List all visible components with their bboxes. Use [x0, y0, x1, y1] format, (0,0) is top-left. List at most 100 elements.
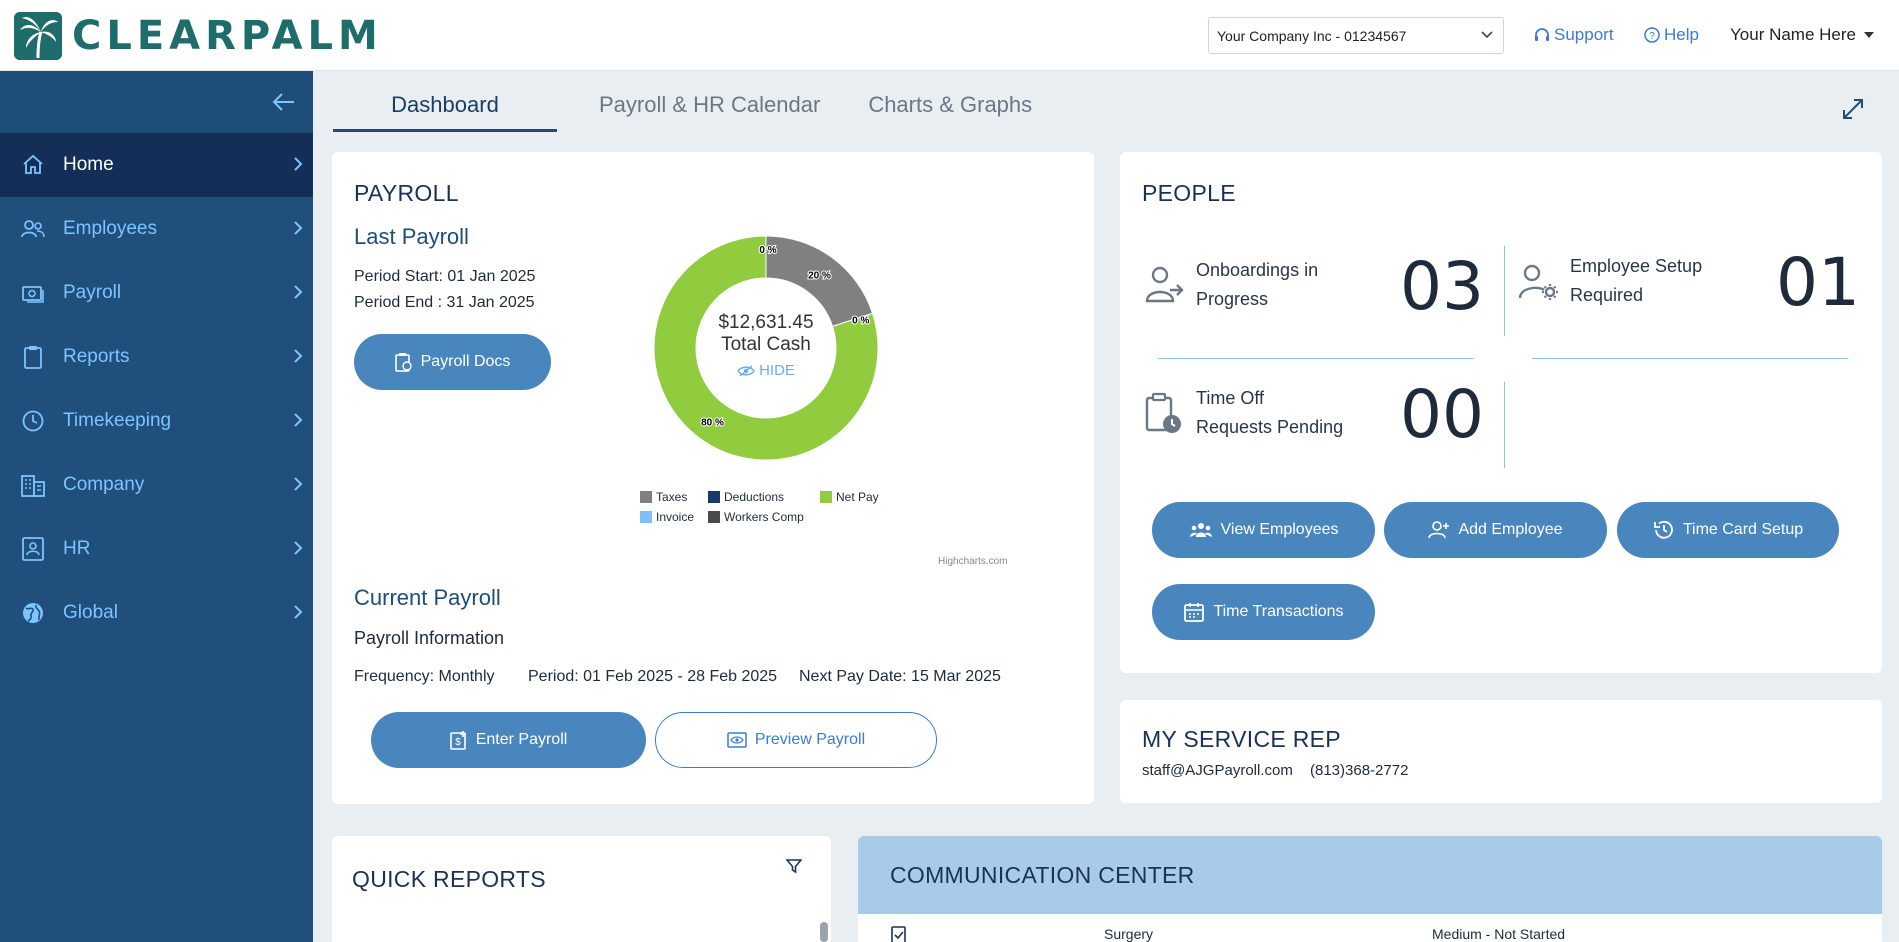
preview-payroll-label: Preview Payroll	[754, 731, 866, 748]
scrollbar-thumb[interactable]	[820, 922, 828, 942]
next-pay-date: Next Pay Date: 15 Mar 2025	[799, 668, 1001, 685]
expand-icon[interactable]	[1840, 96, 1866, 122]
hide-label: HIDE	[759, 362, 795, 379]
sidebar-top	[0, 71, 313, 133]
enter-payroll-button[interactable]: $ Enter Payroll	[371, 712, 646, 768]
sidebar-item-reports[interactable]: Reports	[0, 325, 313, 389]
onboardings-count[interactable]: 03	[1400, 248, 1484, 325]
chevron-right-icon	[294, 541, 303, 555]
time-off-count[interactable]: 00	[1400, 376, 1484, 453]
legend-deductions[interactable]: Deductions	[708, 490, 784, 504]
support-link[interactable]: Support	[1534, 25, 1614, 45]
time-off-label-line1: Time Off	[1196, 388, 1265, 408]
sidebar-item-label: Timekeeping	[63, 410, 172, 431]
legend-label: Taxes	[656, 490, 688, 504]
clock-icon	[20, 408, 46, 434]
preview-eye-icon	[727, 732, 747, 748]
view-employees-button[interactable]: View Employees	[1152, 502, 1375, 558]
time-off-label: Time Off Requests Pending	[1196, 384, 1343, 442]
support-label: Support	[1554, 25, 1614, 44]
sidebar-item-employees[interactable]: Employees	[0, 197, 313, 261]
people-group-icon	[1189, 523, 1212, 537]
chevron-down-icon	[1481, 31, 1493, 39]
employee-setup-label: Employee Setup Required	[1570, 252, 1702, 310]
service-rep-phone[interactable]: (813)368-2772	[1310, 762, 1409, 779]
payroll-docs-label: Payroll Docs	[420, 353, 511, 370]
svg-text:?: ?	[1649, 31, 1655, 42]
payroll-card: PAYROLL Last Payroll Period Start: 01 Ja…	[332, 152, 1094, 804]
hide-toggle[interactable]: HIDE	[698, 362, 834, 379]
caret-down-icon	[1864, 32, 1874, 38]
sidebar-item-label: Global	[63, 602, 118, 623]
period-start: Period Start: 01 Jan 2025	[354, 268, 536, 285]
last-payroll-heading: Last Payroll	[354, 224, 469, 249]
service-rep-title: MY SERVICE REP	[1142, 726, 1341, 752]
clearpalm-logo[interactable]: CLEARPALM	[14, 12, 383, 60]
legend-label: Net Pay	[836, 490, 879, 504]
total-cash-amount: $12,631.45	[718, 312, 814, 333]
donut-slice-net-pay[interactable]	[653, 235, 879, 461]
communication-row-status: Medium - Not Started	[1432, 926, 1566, 942]
sidebar-item-payroll[interactable]: Payroll	[0, 261, 313, 325]
enter-payroll-icon: $	[449, 731, 466, 750]
svg-text:$: $	[455, 737, 461, 748]
service-rep-card: MY SERVICE REP staff@AJGPayroll.com (813…	[1120, 700, 1882, 803]
onboardings-label-line2: Progress	[1196, 289, 1269, 309]
legend-swatch	[640, 511, 652, 523]
headset-icon	[1535, 28, 1549, 41]
employee-setup-count[interactable]: 01	[1776, 244, 1860, 321]
communication-center-title: COMMUNICATION CENTER	[890, 862, 1195, 888]
help-icon: ?	[1644, 27, 1660, 43]
donut-center: $12,631.45 Total Cash HIDE	[698, 312, 834, 379]
legend-workers-comp[interactable]: Workers Comp	[708, 510, 804, 524]
time-transactions-button[interactable]: Time Transactions	[1152, 584, 1375, 640]
sidebar: Home Employees Payroll Reports Timekeepi…	[0, 71, 313, 942]
clipboard-icon	[20, 344, 46, 370]
legend-label: Workers Comp	[724, 510, 804, 524]
sidebar-item-label: Home	[63, 154, 114, 175]
time-card-setup-label: Time Card Setup	[1682, 521, 1804, 538]
payroll-donut-chart: 20 % 0 % 80 % 0 %	[653, 235, 879, 461]
divider	[1158, 358, 1474, 359]
sidebar-item-company[interactable]: Company	[0, 453, 313, 517]
globe-icon	[20, 600, 46, 626]
id-card-icon	[20, 536, 46, 562]
people-title: PEOPLE	[1142, 180, 1236, 206]
company-select[interactable]: Your Company Inc - 01234567	[1208, 17, 1504, 54]
clipboard-money-icon	[394, 353, 412, 372]
legend-invoice[interactable]: Invoice	[640, 510, 694, 524]
preview-payroll-button[interactable]: Preview Payroll	[655, 712, 937, 768]
payroll-docs-button[interactable]: Payroll Docs	[354, 334, 551, 390]
time-card-setup-button[interactable]: Time Card Setup	[1617, 502, 1839, 558]
dashboard-tabs: Dashboard Payroll & HR Calendar Charts &…	[333, 92, 1032, 132]
divider	[1532, 358, 1848, 359]
donut-data-label: 20 %	[808, 270, 831, 281]
help-link[interactable]: ? Help	[1644, 25, 1699, 45]
legend-net-pay[interactable]: Net Pay	[820, 490, 879, 504]
sidebar-item-label: Reports	[63, 346, 130, 367]
chart-credit[interactable]: Highcharts.com	[938, 556, 1008, 567]
sidebar-item-global[interactable]: Global	[0, 581, 313, 645]
logo-text: CLEARPALM	[72, 13, 383, 59]
service-rep-email[interactable]: staff@AJGPayroll.com	[1142, 762, 1293, 779]
chevron-right-icon	[294, 349, 303, 363]
divider	[1504, 382, 1505, 468]
period-end: Period End : 31 Jan 2025	[354, 294, 535, 311]
tab-dashboard[interactable]: Dashboard	[333, 92, 557, 132]
chevron-right-icon	[294, 413, 303, 427]
filter-icon[interactable]	[786, 858, 802, 874]
sidebar-item-label: Employees	[63, 218, 157, 239]
document-check-icon[interactable]	[890, 926, 908, 942]
add-employee-button[interactable]: Add Employee	[1384, 502, 1607, 558]
tab-charts-graphs[interactable]: Charts & Graphs	[868, 92, 1033, 117]
user-menu[interactable]: Your Name Here	[1730, 25, 1874, 45]
collapse-arrow-icon[interactable]	[272, 91, 296, 113]
legend-taxes[interactable]: Taxes	[640, 490, 687, 504]
sidebar-item-hr[interactable]: HR	[0, 517, 313, 581]
sidebar-item-home[interactable]: Home	[0, 133, 313, 197]
payroll-icon	[20, 280, 46, 306]
sidebar-item-timekeeping[interactable]: Timekeeping	[0, 389, 313, 453]
quick-reports-title: QUICK REPORTS	[352, 866, 546, 892]
divider	[1504, 246, 1505, 336]
tab-payroll-hr-calendar[interactable]: Payroll & HR Calendar	[599, 92, 821, 117]
